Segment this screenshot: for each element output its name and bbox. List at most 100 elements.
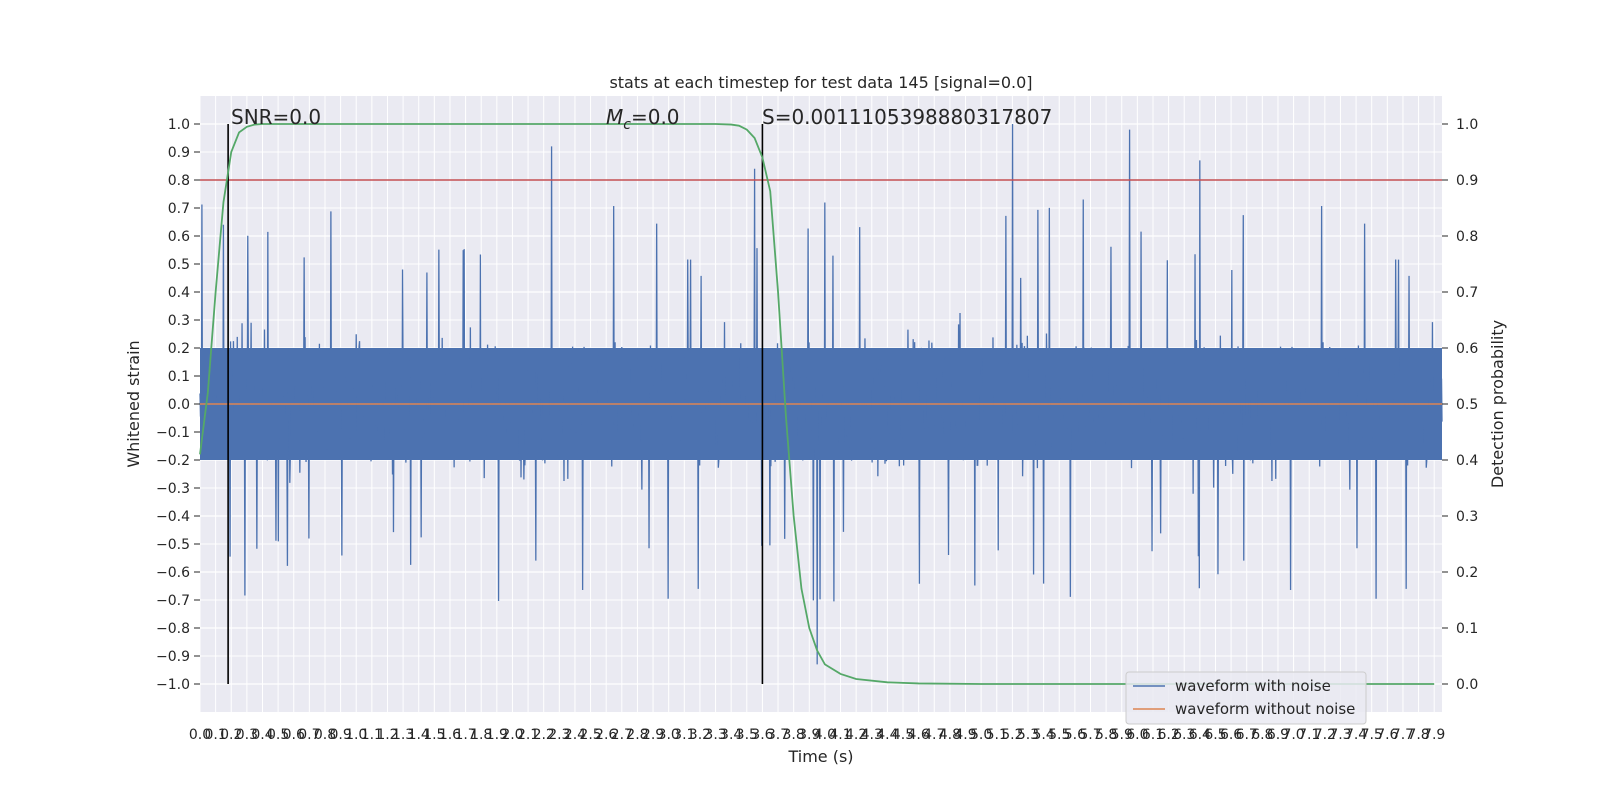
snr-annotation: SNR=0.0	[231, 105, 321, 129]
x-tick-label: 3.0	[658, 727, 680, 743]
x-tick-label: 7.5	[1361, 727, 1383, 743]
y-tick-label: −0.9	[156, 649, 190, 665]
mc-value: =0.0	[631, 105, 680, 129]
x-tick-label: 3.9	[798, 727, 820, 743]
y2-tick-label: 0.4	[1456, 453, 1478, 469]
x-tick-label: 0.2	[220, 727, 242, 743]
x-tick-label: 0.7	[298, 727, 320, 743]
x-tick-label: 2.5	[579, 727, 601, 743]
x-tick-label: 4.7	[923, 727, 945, 743]
detection-probability-series	[199, 123, 1435, 685]
x-tick-label: 5.8	[1095, 727, 1117, 743]
y2-tick-label: 0.0	[1456, 677, 1478, 693]
x-tick-label: 4.9	[954, 727, 976, 743]
y-tick-label: 0.1	[168, 369, 190, 385]
x-tick-label: 6.8	[1251, 727, 1273, 743]
legend-box	[1125, 671, 1367, 725]
x-tick-label: 3.3	[704, 727, 726, 743]
x-tick-label: 1.3	[392, 727, 414, 743]
y-axis-ticks: −1.0 −0.9 −0.8 −0.7 −0.6 −0.5 −0.4 −0.3 −0.2 −0.1…	[156, 117, 200, 693]
x-tick-label: 6.0	[1126, 727, 1148, 743]
y2-tick-label: 0.5	[1456, 397, 1478, 413]
x-tick-label: 2.3	[548, 727, 570, 743]
y-tick-label: 0.3	[168, 313, 190, 329]
x-tick-label: 3.2	[689, 727, 711, 743]
x-tick-label: 1.7	[454, 727, 476, 743]
x-tick-label: 1.4	[408, 727, 430, 743]
x-tick-label: 3.8	[783, 727, 805, 743]
y-tick-label: −0.3	[156, 481, 190, 497]
legend: waveform with noise waveform without noi…	[1125, 671, 1367, 725]
s-annotation: S=0.0011105398880317807	[762, 105, 1052, 129]
y2-tick-label: 0.7	[1456, 285, 1478, 301]
x-tick-label: 2.6	[595, 727, 617, 743]
x-tick-label: 4.5	[892, 727, 914, 743]
y-axis-label: Whitened strain	[124, 340, 143, 467]
x-tick-label: 6.6	[1220, 727, 1242, 743]
x-tick-label: 0.9	[329, 727, 351, 743]
x-axis-label: Time (s)	[787, 747, 853, 766]
x-tick-label: 3.6	[751, 727, 773, 743]
y-tick-label: 0.9	[168, 145, 190, 161]
x-tick-label: 4.8	[939, 727, 961, 743]
x-tick-label: 7.3	[1329, 727, 1351, 743]
x-tick-label: 4.2	[845, 727, 867, 743]
y-tick-label: −0.4	[156, 509, 190, 525]
x-tick-label: 7.0	[1282, 727, 1304, 743]
y-tick-label: 0.4	[168, 285, 190, 301]
x-tick-label: 7.9	[1423, 727, 1445, 743]
x-tick-label: 5.0	[970, 727, 992, 743]
x-tick-label: 3.1	[673, 727, 695, 743]
y-tick-label: 0.2	[168, 341, 190, 357]
x-tick-label: 1.5	[423, 727, 445, 743]
x-tick-label: 6.9	[1267, 727, 1289, 743]
x-tick-label: 7.1	[1298, 727, 1320, 743]
mc-symbol: M	[606, 105, 623, 129]
x-tick-label: 6.5	[1204, 727, 1226, 743]
x-tick-label: 3.4	[720, 727, 742, 743]
x-tick-label: 6.3	[1173, 727, 1195, 743]
x-tick-label: 5.6	[1064, 727, 1086, 743]
legend-label-clean: waveform without noise	[1175, 700, 1355, 718]
x-tick-label: 2.8	[626, 727, 648, 743]
mc-subscript: c	[623, 117, 631, 133]
x-tick-label: 4.0	[814, 727, 836, 743]
x-tick-label: 5.1	[986, 727, 1008, 743]
x-tick-label: 2.9	[642, 727, 664, 743]
y2-tick-label: 0.6	[1456, 341, 1478, 357]
x-tick-label: 6.2	[1157, 727, 1179, 743]
y-tick-label: −1.0	[156, 677, 190, 693]
x-tick-label: 1.8	[470, 727, 492, 743]
y2-axis-ticks: 0.0 0.1 0.2 0.3 0.4 0.5 0.6 0.7 0.8 0.9 1.0	[1442, 117, 1478, 693]
y2-tick-label: 0.1	[1456, 621, 1478, 637]
x-tick-label: 5.7	[1079, 727, 1101, 743]
y-tick-label: 0.5	[168, 257, 190, 273]
x-tick-label: 2.4	[564, 727, 586, 743]
y-tick-label: 0.0	[168, 397, 190, 413]
y2-axis-label: Detection probability	[1488, 320, 1507, 488]
x-tick-label: 7.2	[1314, 727, 1336, 743]
x-tick-label: 1.1	[361, 727, 383, 743]
x-tick-label: 1.0	[345, 727, 367, 743]
x-tick-label: 2.2	[533, 727, 555, 743]
y-tick-label: −0.1	[156, 425, 190, 441]
x-tick-label: 2.0	[501, 727, 523, 743]
y-tick-label: −0.6	[156, 565, 190, 581]
x-tick-label: 4.6	[908, 727, 930, 743]
probability-series-line	[199, 123, 1435, 685]
y-tick-label: −0.8	[156, 621, 190, 637]
x-tick-label: 0.3	[236, 727, 258, 743]
x-tick-label: 0.4	[251, 727, 273, 743]
x-tick-label: 4.1	[829, 727, 851, 743]
x-tick-label: 0.1	[204, 727, 226, 743]
noise-series-line	[199, 123, 1443, 665]
x-tick-label: 3.7	[767, 727, 789, 743]
x-tick-label: 5.2	[1001, 727, 1023, 743]
x-tick-label: 2.1	[517, 727, 539, 743]
x-tick-label: 5.3	[1017, 727, 1039, 743]
x-tick-label: 1.2	[376, 727, 398, 743]
x-tick-label: 2.7	[611, 727, 633, 743]
x-tick-label: 7.7	[1392, 727, 1414, 743]
x-tick-label: 4.4	[876, 727, 898, 743]
